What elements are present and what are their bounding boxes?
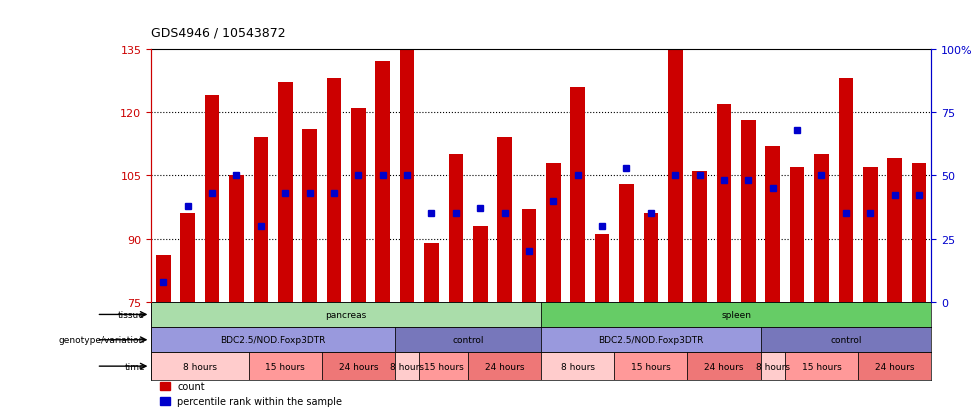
Text: 24 hours: 24 hours [338,362,378,371]
Text: spleen: spleen [722,310,751,319]
Text: pancreas: pancreas [326,310,367,319]
Bar [395,327,541,353]
Bar [278,83,292,302]
Text: 15 hours: 15 hours [424,362,463,371]
Bar [151,302,541,327]
Text: 15 hours: 15 hours [631,362,671,371]
Bar [302,130,317,302]
Bar [541,353,614,380]
Bar [760,353,785,380]
Bar [838,79,853,302]
Text: time: time [124,362,145,371]
Bar [760,327,931,353]
Bar [687,353,761,380]
Bar [814,155,829,302]
Legend: count, percentile rank within the sample: count, percentile rank within the sample [156,377,346,410]
Bar [644,214,658,302]
Bar [448,155,463,302]
Text: 15 hours: 15 hours [265,362,305,371]
Bar [229,176,244,302]
Bar [614,353,687,380]
Bar [790,167,804,302]
Bar [327,79,341,302]
Text: 24 hours: 24 hours [875,362,915,371]
Bar [395,353,419,380]
Bar [419,353,468,380]
Bar [322,353,395,380]
Bar [541,327,760,353]
Bar [180,214,195,302]
Bar [546,163,561,302]
Bar [375,62,390,302]
Text: tissue: tissue [118,310,145,319]
Text: 8 hours: 8 hours [390,362,424,371]
Bar [858,353,931,380]
Bar [668,45,682,302]
Text: 8 hours: 8 hours [561,362,595,371]
Text: control: control [830,335,862,344]
Text: BDC2.5/NOD.Foxp3DTR: BDC2.5/NOD.Foxp3DTR [220,335,326,344]
Bar [254,138,268,302]
Bar [468,353,541,380]
Bar [887,159,902,302]
Bar [249,353,322,380]
Bar [522,209,536,302]
Bar [473,226,488,302]
Text: genotype/variation: genotype/variation [58,335,145,344]
Text: 8 hours: 8 hours [756,362,790,371]
Text: GDS4946 / 10543872: GDS4946 / 10543872 [151,26,286,39]
Bar [424,243,439,302]
Text: BDC2.5/NOD.Foxp3DTR: BDC2.5/NOD.Foxp3DTR [598,335,704,344]
Bar [151,327,395,353]
Bar [156,256,171,302]
Bar [785,353,858,380]
Bar [541,302,931,327]
Bar [351,109,366,302]
Bar [692,171,707,302]
Bar [741,121,756,302]
Bar [912,163,926,302]
Bar [205,96,219,302]
Bar [863,167,878,302]
Bar [570,88,585,302]
Bar [497,138,512,302]
Text: 15 hours: 15 hours [801,362,841,371]
Bar [595,235,609,302]
Text: 24 hours: 24 hours [704,362,744,371]
Text: control: control [452,335,484,344]
Bar [151,353,249,380]
Bar [717,104,731,302]
Bar [765,146,780,302]
Text: 24 hours: 24 hours [485,362,525,371]
Text: 8 hours: 8 hours [183,362,216,371]
Bar [400,50,414,302]
Bar [619,184,634,302]
